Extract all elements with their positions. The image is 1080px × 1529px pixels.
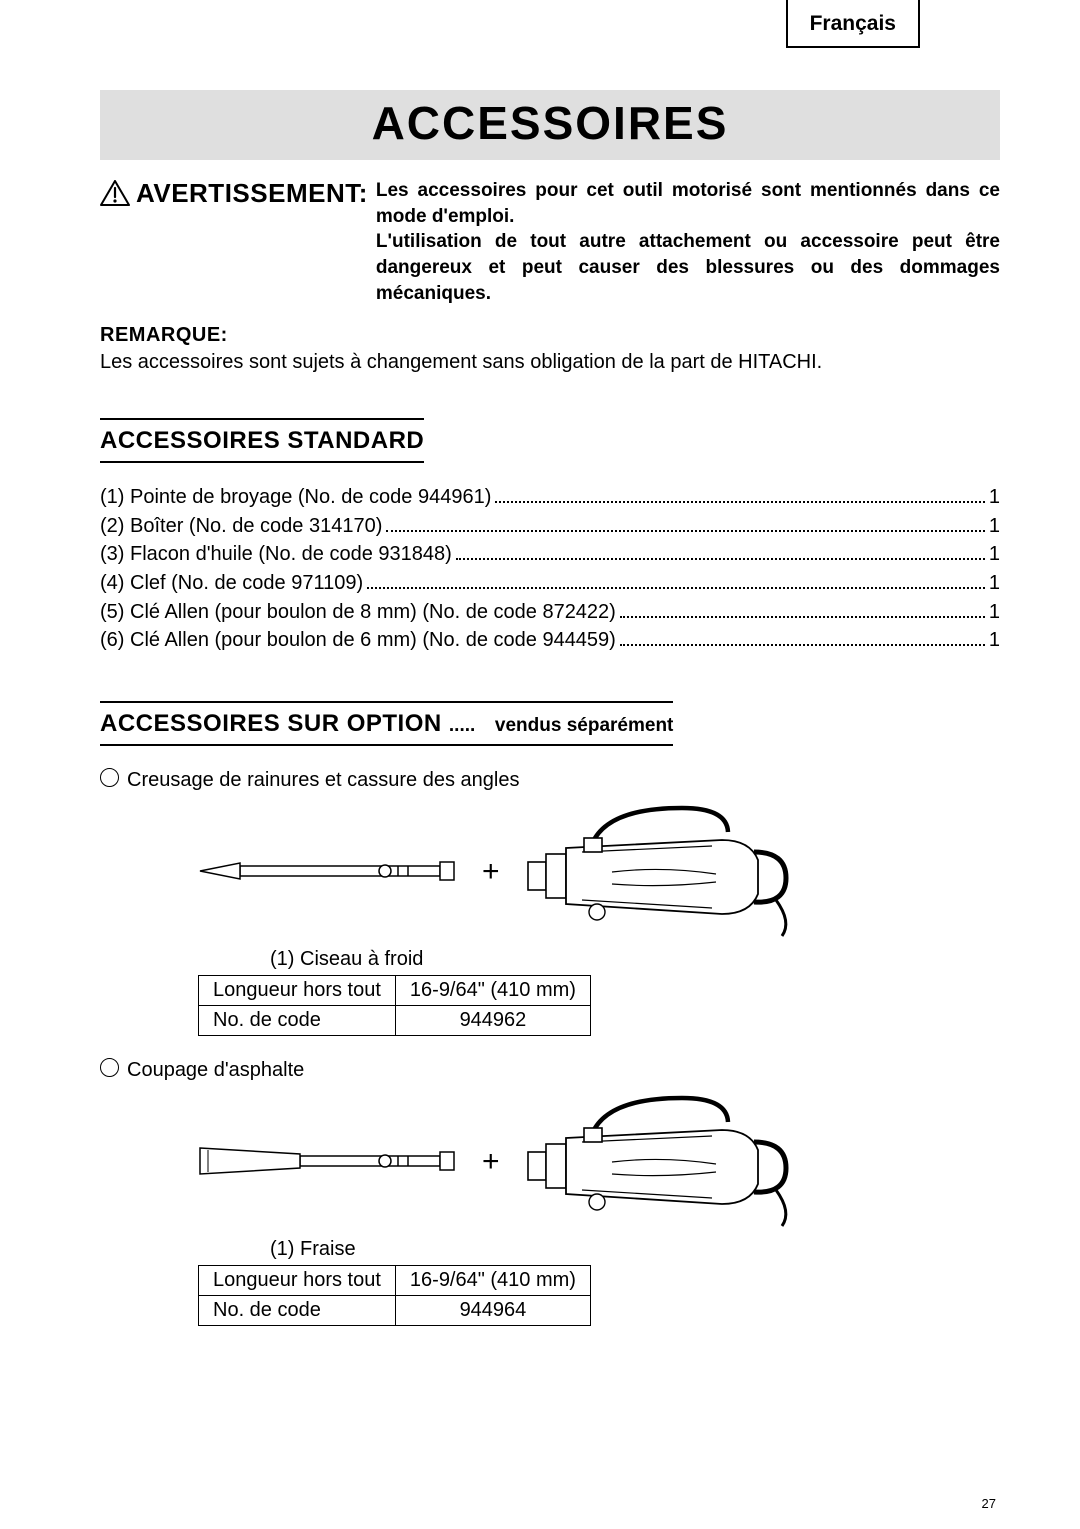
- optional-item-title: Coupage d'asphalte: [100, 1058, 1000, 1082]
- code-value: 944962: [395, 1005, 590, 1035]
- optional-item-caption: (1) Ciseau à froid: [100, 948, 1000, 971]
- remark-label: REMARQUE:: [100, 324, 228, 346]
- leader-dots: [386, 512, 984, 532]
- length-label: Longueur hors tout: [199, 975, 396, 1005]
- bit-chisel-illustration: [190, 844, 460, 899]
- standard-item: (6) Clé Allen (pour boulon de 6 mm) (No.…: [100, 626, 1000, 655]
- optional-item: Coupage d'asphalte + (1) Fraise Longueur ho…: [100, 1058, 1000, 1326]
- standard-item-qty: 1: [989, 484, 1000, 512]
- optional-heading-dots: .....: [449, 715, 475, 736]
- bullet-icon: [100, 1058, 119, 1077]
- plus-icon: +: [482, 1145, 500, 1179]
- leader-dots: [620, 598, 985, 618]
- optional-item-title: Creusage de rainures et cassure des angl…: [100, 768, 1000, 792]
- language-label: Français: [810, 12, 896, 35]
- standard-item-qty: 1: [989, 570, 1000, 598]
- optional-heading: ACCESSOIRES SUR OPTION ..... vendus sépa…: [100, 701, 673, 746]
- standard-item: (2) Boîter (No. de code 314170) 1: [100, 512, 1000, 541]
- hammer-illustration: [522, 1092, 802, 1232]
- standard-heading: ACCESSOIRES STANDARD: [100, 418, 424, 463]
- standard-item-qty: 1: [989, 627, 1000, 655]
- standard-item-label: (6) Clé Allen (pour boulon de 6 mm) (No.…: [100, 627, 616, 655]
- standard-item: (1) Pointe de broyage (No. de code 94496…: [100, 483, 1000, 512]
- optional-heading-sub: vendus séparément: [495, 715, 673, 736]
- spec-table: Longueur hors tout16-9/64" (410 mm)No. d…: [198, 975, 591, 1036]
- warning-icon: [100, 180, 130, 206]
- figure-row: +: [100, 1092, 1000, 1232]
- plus-icon: +: [482, 855, 500, 889]
- length-value: 16-9/64" (410 mm): [395, 975, 590, 1005]
- optional-item-title-text: Coupage d'asphalte: [127, 1059, 304, 1081]
- standard-item: (4) Clef (No. de code 971109) 1: [100, 569, 1000, 598]
- code-label: No. de code: [199, 1295, 396, 1325]
- standard-item-label: (4) Clef (No. de code 971109): [100, 570, 363, 598]
- standard-item-label: (2) Boîter (No. de code 314170): [100, 513, 382, 541]
- standard-item-qty: 1: [989, 513, 1000, 541]
- figure-row: +: [100, 802, 1000, 942]
- warning-label: AVERTISSEMENT:: [136, 178, 368, 209]
- standard-list: (1) Pointe de broyage (No. de code 94496…: [100, 483, 1000, 655]
- table-row: Longueur hors tout16-9/64" (410 mm): [199, 975, 591, 1005]
- standard-item-qty: 1: [989, 599, 1000, 627]
- standard-item: (3) Flacon d'huile (No. de code 931848) 1: [100, 540, 1000, 569]
- standard-item-label: (1) Pointe de broyage (No. de code 94496…: [100, 484, 491, 512]
- remark-block: REMARQUE: Les accessoires sont sujets à …: [100, 322, 1000, 376]
- remark-text: Les accessoires sont sujets à changement…: [100, 351, 822, 373]
- standard-item-label: (3) Flacon d'huile (No. de code 931848): [100, 541, 452, 569]
- optional-item-title-text: Creusage de rainures et cassure des angl…: [127, 769, 519, 791]
- table-row: No. de code944964: [199, 1295, 591, 1325]
- page-number: 27: [982, 1496, 996, 1511]
- optional-item-caption: (1) Fraise: [100, 1238, 1000, 1261]
- leader-dots: [620, 626, 985, 646]
- leader-dots: [367, 569, 985, 589]
- bullet-icon: [100, 768, 119, 787]
- length-value: 16-9/64" (410 mm): [395, 1265, 590, 1295]
- hammer-illustration: [522, 802, 802, 942]
- standard-item-label: (5) Clé Allen (pour boulon de 8 mm) (No.…: [100, 599, 616, 627]
- spec-table: Longueur hors tout16-9/64" (410 mm)No. d…: [198, 1265, 591, 1326]
- code-label: No. de code: [199, 1005, 396, 1035]
- code-value: 944964: [395, 1295, 590, 1325]
- optional-item: Creusage de rainures et cassure des angl…: [100, 768, 1000, 1036]
- standard-item: (5) Clé Allen (pour boulon de 8 mm) (No.…: [100, 598, 1000, 627]
- bit-cutter-illustration: [190, 1134, 460, 1189]
- warning-text: Les accessoires pour cet outil motorisé …: [376, 178, 1000, 306]
- optional-heading-main: ACCESSOIRES SUR OPTION: [100, 710, 442, 737]
- manual-page: Français ACCESSOIRES AVERTISSEMENT: Les …: [0, 0, 1080, 1529]
- table-row: Longueur hors tout16-9/64" (410 mm): [199, 1265, 591, 1295]
- warning-block: AVERTISSEMENT: Les accessoires pour cet …: [100, 178, 1000, 306]
- leader-dots: [456, 540, 985, 560]
- standard-item-qty: 1: [989, 541, 1000, 569]
- table-row: No. de code944962: [199, 1005, 591, 1035]
- page-title: ACCESSOIRES: [100, 90, 1000, 160]
- leader-dots: [495, 483, 985, 503]
- length-label: Longueur hors tout: [199, 1265, 396, 1295]
- language-box: Français: [786, 0, 920, 48]
- optional-container: Creusage de rainures et cassure des angl…: [100, 768, 1000, 1326]
